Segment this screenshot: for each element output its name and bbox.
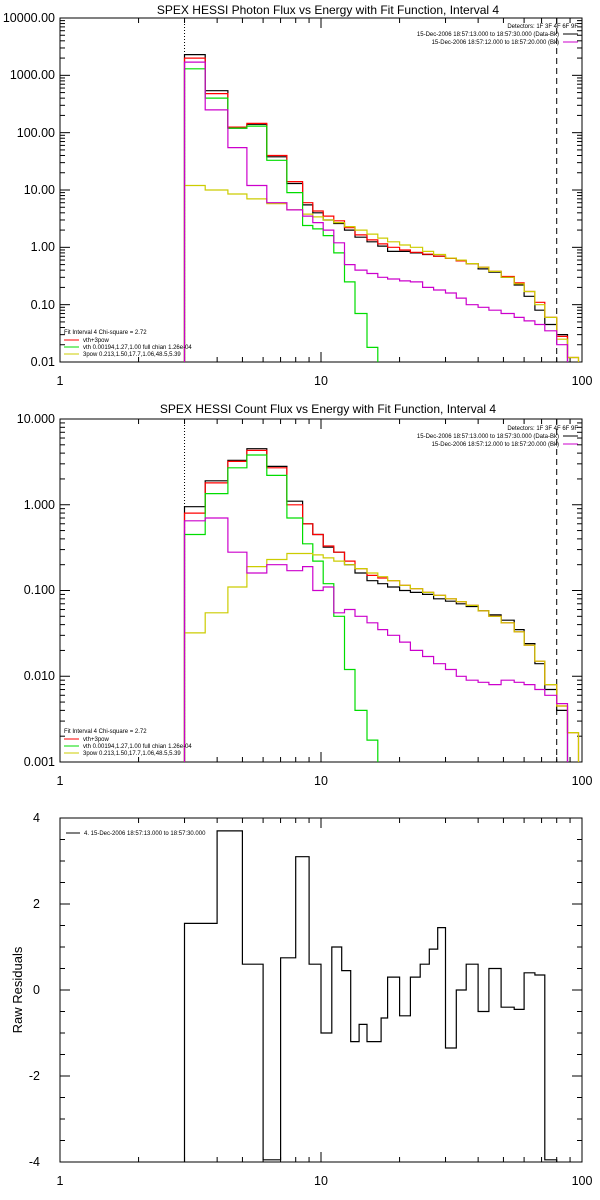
residuals-panel: 1 10 100 -4 -2 0 2 4 Raw Residuals 4. 15…	[10, 811, 593, 1188]
count-flux-y-tick-label: 10.000	[17, 412, 55, 426]
photon-flux-y-tick-label: 10000.00	[3, 11, 55, 25]
photon-flux-series	[183, 54, 580, 362]
photon-flux-y-tick-label: 1000.00	[10, 68, 55, 82]
count-flux-legend-powerlaw: 3pow 0.213,1.50,17.7,1.06,48.5,5.39	[83, 751, 181, 757]
count-flux-legend-thermal: vth 0.00194,1.27,1.00 full chian 1.26e-0…	[83, 744, 192, 750]
residuals-y-tick-label: 0	[33, 983, 40, 997]
count-flux-legend-fit: Fit Interval 4 Chi-square = 2.72	[64, 729, 147, 735]
photon-flux-legend-detectors: Detectors: 1F 3F 4F 6F 9F	[507, 24, 578, 30]
residuals-y-tick-label: -4	[29, 1155, 40, 1169]
photon-flux-legend-powerlaw: 3pow 0.213,1.50,17.7,1.06,48.5,5.39	[83, 352, 181, 358]
count-flux-x-tick-label: 1	[57, 774, 64, 788]
residuals-x-tick-label: 100	[572, 1174, 593, 1188]
count-flux-series	[183, 448, 580, 762]
residuals-series	[183, 830, 558, 1162]
count-flux-legend-data-interval: 15-Dec-2006 18:57:13.000 to 18:57:30.000…	[417, 434, 559, 440]
photon-flux-y-tick-label: 0.10	[31, 298, 55, 312]
photon-flux-series-1	[183, 57, 580, 362]
count-flux-x-tick-label: 100	[572, 774, 593, 788]
photon-flux-series-4	[183, 61, 569, 362]
photon-flux-y-tick-label: 10.00	[24, 183, 55, 197]
photon-flux-x-tick-label: 10	[314, 374, 328, 388]
photon-flux-y-ticks	[60, 20, 582, 363]
count-flux-y-tick-label: 0.010	[24, 669, 55, 683]
count-flux-y-ticks	[60, 422, 582, 763]
photon-flux-x-tick-label: 100	[572, 374, 593, 388]
residuals-series-0	[183, 830, 558, 1162]
count-flux-legend-total: vth+3pow	[83, 737, 110, 743]
residuals-y-tick-label: 2	[33, 897, 40, 911]
count-flux-series-0	[183, 448, 569, 762]
count-flux-y-tick-label: 0.100	[24, 583, 55, 597]
count-flux-y-tick-label: 1.000	[24, 498, 55, 512]
count-flux-series-4	[183, 517, 569, 762]
residuals-y-ticks	[60, 817, 582, 1163]
count-flux-legend-detectors: Detectors: 1F 3F 4F 6F 9F	[507, 426, 578, 432]
photon-flux-series-0	[183, 54, 569, 362]
residuals-x-tick-label: 1	[57, 1174, 64, 1188]
residuals-y-tick-label: -2	[29, 1069, 40, 1083]
count-flux-series-2	[183, 454, 379, 762]
photon-flux-legend-total: vth+3pow	[83, 338, 110, 344]
residuals-legend-interval: 4. 15-Dec-2006 18:57:13.000 to 18:57:30.…	[84, 831, 206, 837]
photon-flux-plot-frame	[59, 17, 583, 363]
residuals-x-ticks	[59, 818, 571, 1162]
photon-flux-y-tick-label: 100.00	[17, 126, 55, 140]
count-flux-y-tick-label: 0.001	[24, 755, 55, 769]
residuals-y-tick-label: 4	[33, 811, 40, 825]
photon-flux-legend-thermal: vth 0.00194,1.27,1.00 full chian 1.26e-0…	[83, 345, 192, 351]
residuals-y-axis-label: Raw Residuals	[10, 946, 25, 1033]
photon-flux-y-tick-label: 0.01	[31, 355, 55, 369]
residuals-x-tick-label: 10	[314, 1174, 328, 1188]
count-flux-series-3	[183, 552, 580, 762]
photon-flux-panel: SPEX HESSI Photon Flux vs Energy with Fi…	[3, 3, 593, 388]
count-flux-title: SPEX HESSI Count Flux vs Energy with Fit…	[160, 402, 496, 416]
count-flux-panel: SPEX HESSI Count Flux vs Energy with Fit…	[17, 402, 593, 788]
photon-flux-legend-data-interval: 15-Dec-2006 18:57:13.000 to 18:57:30.000…	[417, 32, 559, 38]
photon-flux-y-tick-label: 1.00	[31, 240, 55, 254]
photon-flux-x-tick-label: 1	[57, 374, 64, 388]
count-flux-legend-bk-interval: 15-Dec-2006 18:57:12.000 to 18:57:20.000…	[432, 442, 559, 448]
count-flux-x-ticks	[59, 419, 571, 762]
photon-flux-title: SPEX HESSI Photon Flux vs Energy with Fi…	[157, 3, 499, 17]
photon-flux-series-3	[183, 184, 580, 362]
photon-flux-legend-bk-interval: 15-Dec-2006 18:57:12.000 to 18:57:20.000…	[432, 40, 559, 46]
count-flux-x-tick-label: 10	[314, 774, 328, 788]
photon-flux-legend-fit: Fit Interval 4 Chi-square = 2.72	[64, 330, 147, 336]
count-flux-energy-markers	[184, 419, 558, 762]
count-flux-series-1	[183, 449, 580, 762]
